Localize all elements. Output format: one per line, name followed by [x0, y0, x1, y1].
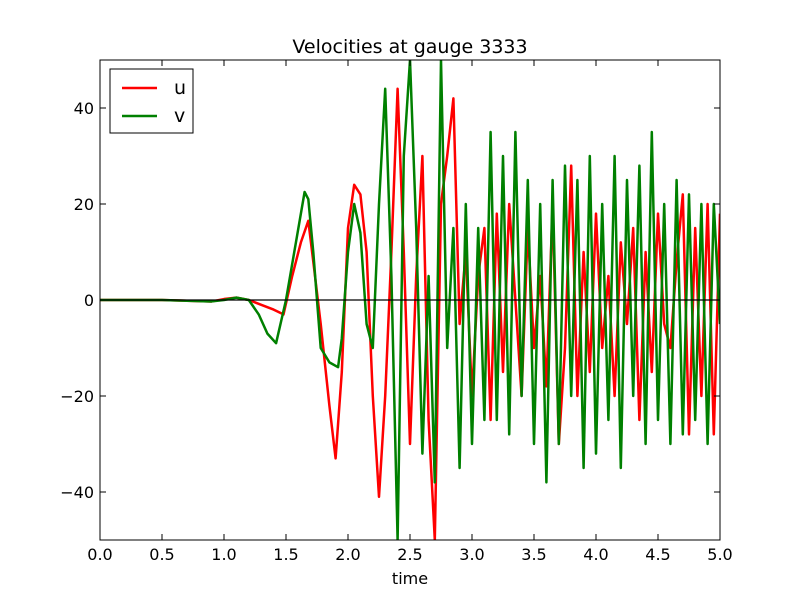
- x-tick-label: 4.5: [645, 545, 670, 564]
- legend: uv: [109, 68, 194, 134]
- y-axis-ticks: −40 −20 0 20 40: [60, 99, 720, 502]
- x-tick-label: 0.0: [87, 545, 112, 564]
- y-tick-label: −20: [60, 387, 94, 406]
- series-line-u: [100, 87, 720, 540]
- legend-label-v: v: [174, 105, 185, 127]
- series-layer: [100, 60, 720, 540]
- x-tick-label: 3.0: [459, 545, 484, 564]
- plot-area: 0.0 0.5 1.0 1.5 2.0 2.5 3.0 3.5 4.0 4.5 5.0 −40 −20…: [60, 59, 733, 564]
- x-tick-label: 4.0: [583, 545, 608, 564]
- x-tick-label: 2.5: [397, 545, 422, 564]
- x-tick-label: 0.5: [149, 545, 174, 564]
- x-tick-label: 2.0: [335, 545, 360, 564]
- y-tick-label: −40: [60, 483, 94, 502]
- y-tick-label: 0: [84, 291, 94, 310]
- series-line-v: [100, 60, 720, 540]
- x-tick-label: 3.5: [521, 545, 546, 564]
- x-axis-ticks: 0.0 0.5 1.0 1.5 2.0 2.5 3.0 3.5 4.0 4.5 5.0: [87, 60, 733, 564]
- legend-box: [109, 68, 194, 134]
- x-tick-label: 5.0: [707, 545, 732, 564]
- x-tick-label: 1.5: [273, 545, 298, 564]
- x-axis-label: time: [392, 569, 428, 588]
- chart-title: Velocities at gauge 3333: [292, 36, 527, 58]
- y-tick-label: 40: [74, 99, 94, 118]
- legend-label-u: u: [174, 77, 186, 99]
- x-tick-label: 1.0: [211, 545, 236, 564]
- y-tick-label: 20: [74, 195, 94, 214]
